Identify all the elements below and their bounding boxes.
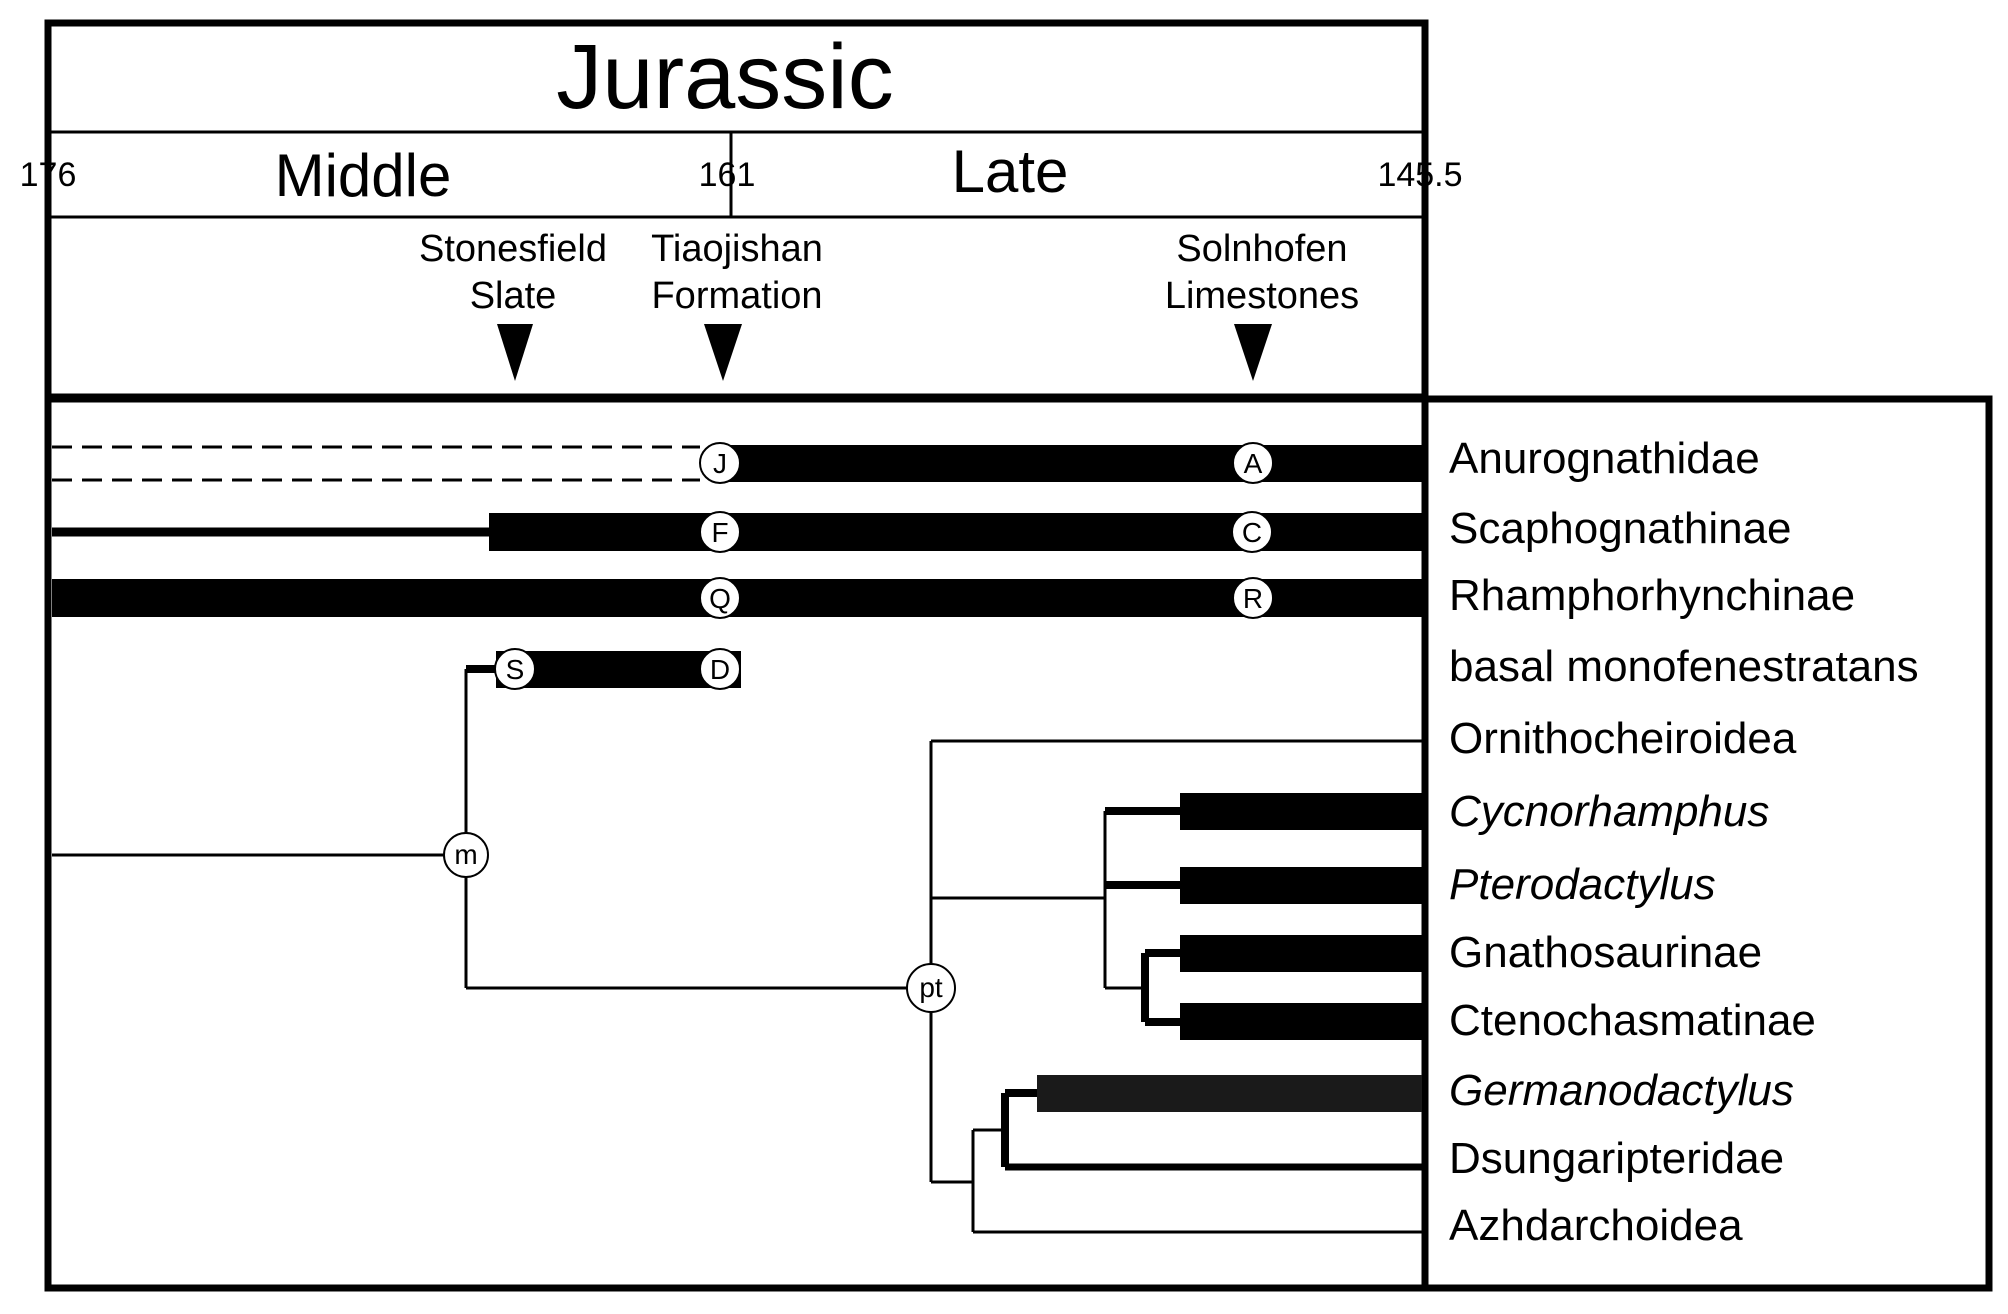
formation-solnhofen-limestones: Solnhofen Limestones <box>1165 228 1359 381</box>
svg-text:F: F <box>711 517 728 548</box>
taxon-label-anurognathidae: Anurognathidae <box>1449 434 1760 483</box>
age-145-5-label: 145.5 <box>1377 156 1462 194</box>
node-m-marker: m <box>443 832 489 878</box>
taxon-label-rhamphorhynchinae: Rhamphorhynchinae <box>1449 571 1855 620</box>
marker-q: Q <box>699 577 741 619</box>
svg-text:m: m <box>454 839 477 870</box>
formation-label-line2: Slate <box>470 275 557 317</box>
range-bar-pterodactylus <box>1180 867 1422 904</box>
svg-text:Q: Q <box>709 583 731 614</box>
taxon-label-gnathosaurinae: Gnathosaurinae <box>1449 928 1762 977</box>
taxon-label-cycnorhamphus: Cycnorhamphus <box>1449 787 1769 836</box>
marker-j: J <box>699 442 741 484</box>
formation-arrow-icon <box>704 324 742 381</box>
taxon-label-ornithocheiroidea: Ornithocheiroidea <box>1449 714 1797 763</box>
node-pt-marker: pt <box>906 963 956 1013</box>
formation-label-line1: Solnhofen <box>1176 228 1347 270</box>
marker-r: R <box>1232 577 1274 619</box>
timescale-header: Jurassic Middle Late 176 161 145.5 Stone… <box>20 19 1463 401</box>
taxon-label-germanodactylus: Germanodactylus <box>1449 1066 1794 1115</box>
occurrence-markers: J A F C Q R S <box>443 442 1274 1013</box>
clade-monofenestrata <box>52 651 930 990</box>
formation-label-line2: Formation <box>651 275 822 317</box>
taxon-label-ctenochasmatinae: Ctenochasmatinae <box>1449 996 1816 1045</box>
formation-arrow-icon <box>1234 324 1272 381</box>
epoch-late-label: Late <box>952 138 1069 205</box>
epoch-middle-label: Middle <box>275 142 452 209</box>
taxon-label-scaphognathinae: Scaphognathinae <box>1449 504 1792 553</box>
formation-label-line2: Limestones <box>1165 275 1359 317</box>
svg-text:A: A <box>1244 448 1263 479</box>
svg-text:S: S <box>506 654 525 685</box>
marker-f: F <box>699 511 741 553</box>
formation-arrow-icon <box>497 324 533 381</box>
marker-s: S <box>494 648 536 690</box>
taxon-label-basal-monofenestratans: basal monofenestratans <box>1449 642 1919 691</box>
formation-label-line1: Tiaojishan <box>651 228 823 270</box>
formation-tiaojishan-formation: Tiaojishan Formation <box>651 228 823 381</box>
range-bar-ctenochasmatinae <box>1180 1003 1422 1040</box>
taxon-labels: Anurognathidae Scaphognathinae Rhamphorh… <box>1449 434 1919 1250</box>
tree-frame <box>44 395 1993 1292</box>
taxon-panel <box>1421 395 1993 1292</box>
svg-text:J: J <box>713 448 727 479</box>
svg-text:R: R <box>1243 583 1263 614</box>
marker-c: C <box>1231 511 1273 553</box>
formation-label-line1: Stonesfield <box>419 228 607 270</box>
formation-stonesfield-slate: Stonesfield Slate <box>419 228 607 381</box>
range-bar <box>489 513 1422 551</box>
range-bar-cycnorhamphus <box>1180 793 1422 830</box>
range-bar-germanodactylus <box>1037 1075 1422 1112</box>
range-bar-gnathosaurinae <box>1180 935 1422 972</box>
period-title: Jurassic <box>556 26 893 128</box>
taxon-label-azhdarchoidea: Azhdarchoidea <box>1449 1201 1743 1250</box>
svg-text:pt: pt <box>919 972 943 1003</box>
age-176-label: 176 <box>20 156 77 194</box>
age-161-label: 161 <box>699 156 756 194</box>
svg-text:C: C <box>1242 517 1262 548</box>
phylogeny-tree: J A F C Q R S <box>52 442 1422 1234</box>
svg-text:D: D <box>710 654 730 685</box>
lineage-anurognathidae <box>52 445 1422 482</box>
range-bar <box>719 445 1422 482</box>
marker-a: A <box>1232 442 1274 484</box>
taxon-label-pterodactylus: Pterodactylus <box>1449 860 1716 909</box>
taxon-label-dsungaripteridae: Dsungaripteridae <box>1449 1134 1784 1183</box>
marker-d: D <box>699 648 741 690</box>
clade-pterodactyloidea <box>929 739 1422 1234</box>
